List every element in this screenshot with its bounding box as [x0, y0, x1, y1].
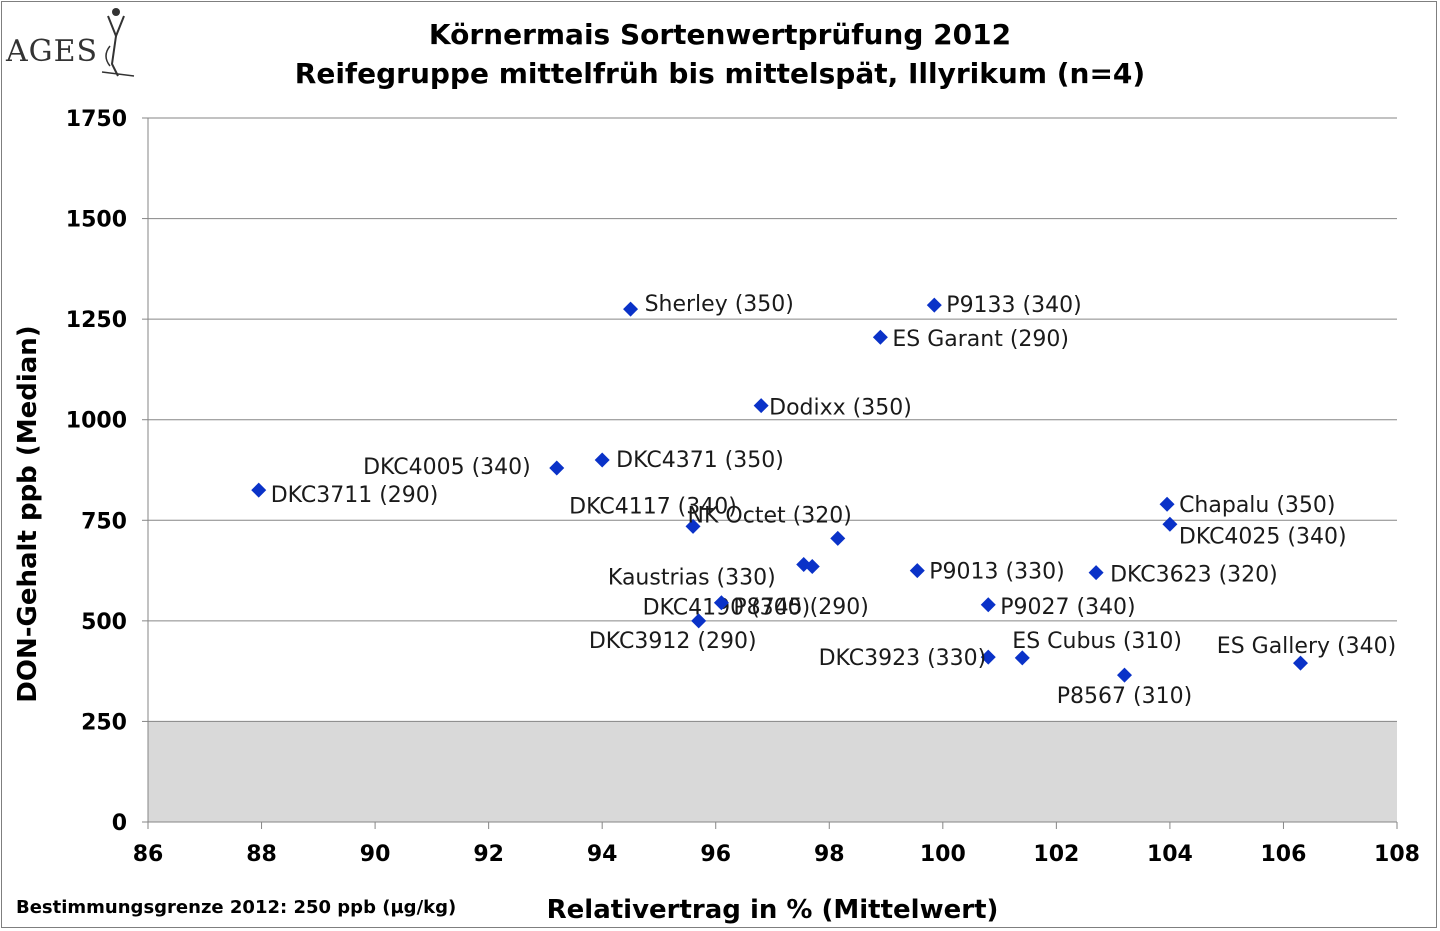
data-point — [926, 297, 942, 313]
data-point — [830, 530, 846, 546]
data-point — [1014, 650, 1030, 666]
data-point — [1162, 516, 1178, 532]
y-tick-label: 1750 — [66, 107, 127, 132]
data-label: DKC3912 (290) — [589, 629, 757, 654]
x-tick-label: 94 — [587, 842, 618, 867]
data-label: NK Octet (320) — [688, 503, 852, 528]
data-label: DKC3711 (290) — [271, 483, 439, 508]
x-tick-label: 86 — [133, 842, 164, 867]
x-tick-label: 98 — [814, 842, 845, 867]
y-tick-label: 750 — [81, 509, 127, 534]
data-point — [1116, 667, 1132, 683]
detection-limit-band — [148, 721, 1397, 822]
x-tick-label: 92 — [473, 842, 504, 867]
data-label: Chapalu (350) — [1179, 493, 1335, 518]
detection-limit-note: Bestimmungsgrenze 2012: 250 ppb (µg/kg) — [16, 897, 457, 918]
data-point — [804, 559, 820, 575]
data-point — [623, 301, 639, 317]
data-point — [980, 597, 996, 613]
y-tick-label: 1500 — [66, 208, 127, 233]
data-point — [691, 613, 707, 629]
chart-subtitle: Reifegruppe mittelfrüh bis mittelspät, I… — [294, 57, 1146, 90]
x-tick-label: 106 — [1260, 842, 1306, 867]
data-point — [549, 460, 565, 476]
x-tick-label: 90 — [360, 842, 391, 867]
chart-title: Körnermais Sortenwertprüfung 2012 — [428, 18, 1012, 51]
data-label: Kaustrias (330) — [608, 566, 776, 591]
data-label: DKC4117 (340) — [569, 494, 737, 519]
logo-figure-icon — [101, 8, 135, 77]
data-label: Dodixx (350) — [769, 396, 912, 421]
data-point — [1292, 655, 1308, 671]
y-tick-label: 1000 — [66, 409, 127, 434]
data-label: DKC3623 (320) — [1110, 563, 1278, 588]
ages-logo: AGES — [6, 6, 138, 80]
data-label: P8745 (290) — [733, 595, 868, 620]
data-point — [980, 649, 996, 665]
x-tick-label: 108 — [1374, 842, 1420, 867]
data-point — [1088, 565, 1104, 581]
data-point — [753, 398, 769, 414]
data-label: ES Garant (290) — [892, 327, 1069, 352]
data-label: DKC4005 (340) — [363, 455, 531, 480]
data-point — [685, 518, 701, 534]
data-label: P9027 (340) — [1000, 595, 1135, 620]
data-label: DKC3923 (330) — [819, 646, 987, 671]
data-point — [251, 482, 267, 498]
x-tick-label: 88 — [246, 842, 277, 867]
x-tick-label: 104 — [1147, 842, 1193, 867]
y-tick-label: 250 — [81, 710, 127, 735]
x-tick-label: 102 — [1033, 842, 1079, 867]
data-label: DKC4371 (350) — [616, 448, 784, 473]
data-point — [909, 563, 925, 579]
y-tick-label: 500 — [81, 610, 127, 635]
data-label: P9013 (330) — [929, 560, 1064, 585]
x-tick-label: 100 — [920, 842, 966, 867]
data-label: Sherley (350) — [645, 292, 794, 317]
data-label: P8567 (310) — [1057, 684, 1192, 709]
data-point — [594, 452, 610, 468]
logo-wordmark: AGES — [6, 34, 99, 69]
data-label: P9133 (340) — [946, 293, 1081, 318]
data-point — [872, 329, 888, 345]
data-label: DKC4025 (340) — [1179, 524, 1347, 549]
data-point — [713, 595, 729, 611]
x-axis-title: Relativertrag in % (Mittelwert) — [546, 895, 999, 925]
data-label: ES Cubus (310) — [1012, 629, 1182, 654]
data-point — [1159, 496, 1175, 512]
y-tick-label: 1250 — [66, 308, 127, 333]
x-tick-label: 96 — [700, 842, 731, 867]
data-label: ES Gallery (340) — [1217, 634, 1396, 659]
data-label: DKC4190 (300) — [643, 596, 811, 621]
y-axis-title: DON-Gehalt ppb (Median) — [13, 325, 43, 703]
y-tick-label: 0 — [112, 811, 127, 836]
